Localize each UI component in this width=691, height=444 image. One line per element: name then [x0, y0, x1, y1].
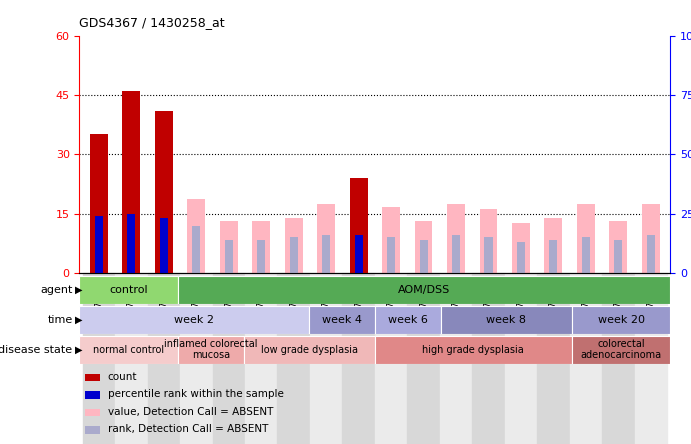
Text: week 20: week 20 — [598, 315, 645, 325]
Bar — [83, 273, 115, 444]
Bar — [375, 306, 440, 334]
Bar — [160, 218, 168, 273]
Text: value, Detection Call = ABSENT: value, Detection Call = ABSENT — [108, 407, 273, 417]
Text: count: count — [108, 372, 138, 381]
Bar — [86, 374, 100, 381]
Bar — [642, 204, 660, 273]
Bar — [375, 273, 407, 444]
Text: percentile rank within the sample: percentile rank within the sample — [108, 389, 284, 399]
Text: AOM/DSS: AOM/DSS — [398, 285, 451, 295]
Bar — [115, 273, 148, 444]
Bar — [95, 216, 103, 273]
Bar — [614, 240, 623, 273]
Bar — [180, 273, 213, 444]
Bar — [415, 221, 433, 273]
Bar — [309, 306, 375, 334]
Bar — [178, 336, 243, 364]
Bar — [354, 235, 363, 273]
Bar — [79, 336, 178, 364]
Bar — [577, 204, 595, 273]
Bar — [582, 238, 590, 273]
Bar — [86, 426, 100, 434]
Text: rank, Detection Call = ABSENT: rank, Detection Call = ABSENT — [108, 424, 268, 434]
Text: week 4: week 4 — [322, 315, 362, 325]
Bar — [504, 273, 537, 444]
Bar — [317, 204, 335, 273]
Bar — [213, 273, 245, 444]
Bar — [569, 273, 602, 444]
Bar — [484, 238, 493, 273]
Bar — [155, 111, 173, 273]
Bar — [252, 221, 270, 273]
Bar — [407, 273, 439, 444]
Bar — [322, 235, 330, 273]
Bar — [310, 273, 343, 444]
Bar — [545, 218, 562, 273]
Bar — [285, 218, 303, 273]
Text: normal control: normal control — [93, 345, 164, 355]
Text: control: control — [109, 285, 148, 295]
Bar — [419, 240, 428, 273]
Bar — [647, 235, 655, 273]
Text: time: time — [47, 315, 73, 325]
Bar — [452, 235, 460, 273]
Bar — [127, 214, 135, 273]
Bar — [571, 336, 670, 364]
Text: agent: agent — [40, 285, 73, 295]
Bar — [225, 240, 233, 273]
Bar — [382, 206, 400, 273]
Bar — [90, 135, 108, 273]
Text: week 8: week 8 — [486, 315, 526, 325]
Bar — [609, 221, 627, 273]
Text: ▶: ▶ — [75, 315, 82, 325]
Text: ▶: ▶ — [75, 345, 82, 355]
Bar — [350, 178, 368, 273]
Text: week 6: week 6 — [388, 315, 428, 325]
Bar — [220, 221, 238, 273]
Bar — [178, 276, 670, 304]
Text: colorectal
adenocarcinoma: colorectal adenocarcinoma — [580, 339, 661, 361]
Bar — [480, 209, 498, 273]
Bar — [517, 242, 525, 273]
Bar — [343, 273, 375, 444]
Bar — [278, 273, 310, 444]
Bar — [290, 238, 298, 273]
Bar — [602, 273, 634, 444]
Bar — [447, 204, 465, 273]
Text: ▶: ▶ — [75, 285, 82, 295]
Text: disease state: disease state — [0, 345, 73, 355]
Bar — [245, 273, 278, 444]
Bar — [387, 238, 395, 273]
Bar — [243, 336, 375, 364]
Bar — [122, 91, 140, 273]
Bar — [439, 273, 472, 444]
Text: week 2: week 2 — [174, 315, 214, 325]
Bar — [79, 276, 178, 304]
Bar — [187, 199, 205, 273]
Text: low grade dysplasia: low grade dysplasia — [261, 345, 358, 355]
Bar — [192, 226, 200, 273]
Bar — [634, 273, 667, 444]
Text: inflamed colorectal
mucosa: inflamed colorectal mucosa — [164, 339, 258, 361]
Bar — [440, 306, 571, 334]
Bar — [375, 336, 571, 364]
Bar — [549, 240, 558, 273]
Bar — [472, 273, 504, 444]
Text: high grade dysplasia: high grade dysplasia — [422, 345, 524, 355]
Bar — [86, 391, 100, 399]
Bar — [86, 409, 100, 416]
Bar — [537, 273, 569, 444]
Bar — [148, 273, 180, 444]
Bar — [79, 306, 309, 334]
Bar — [257, 240, 265, 273]
Bar — [512, 223, 530, 273]
Bar — [571, 306, 670, 334]
Text: GDS4367 / 1430258_at: GDS4367 / 1430258_at — [79, 16, 225, 29]
